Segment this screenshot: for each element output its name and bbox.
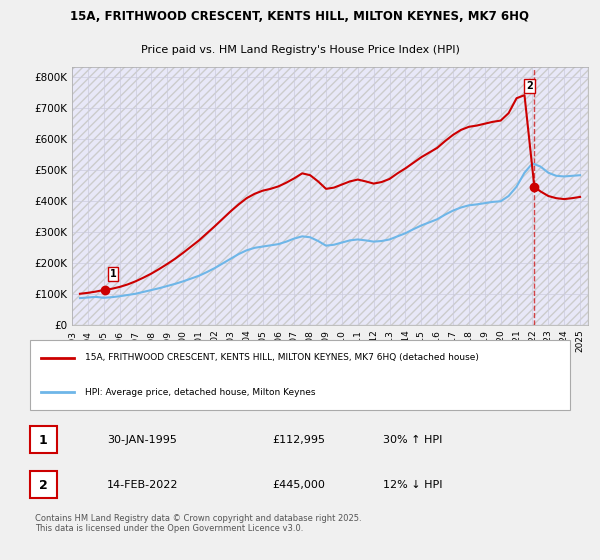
Text: Contains HM Land Registry data © Crown copyright and database right 2025.
This d: Contains HM Land Registry data © Crown c… [35, 514, 362, 534]
Text: £445,000: £445,000 [272, 480, 325, 490]
Text: 14-FEB-2022: 14-FEB-2022 [107, 480, 178, 490]
Text: 30-JAN-1995: 30-JAN-1995 [107, 435, 176, 445]
FancyBboxPatch shape [29, 426, 57, 453]
Text: 15A, FRITHWOOD CRESCENT, KENTS HILL, MILTON KEYNES, MK7 6HQ: 15A, FRITHWOOD CRESCENT, KENTS HILL, MIL… [71, 10, 530, 24]
FancyBboxPatch shape [29, 340, 571, 410]
Text: £112,995: £112,995 [272, 435, 325, 445]
Text: 2: 2 [526, 81, 533, 91]
Text: 12% ↓ HPI: 12% ↓ HPI [383, 480, 442, 490]
Text: 2: 2 [39, 479, 47, 492]
Text: 1: 1 [110, 269, 116, 279]
Text: HPI: Average price, detached house, Milton Keynes: HPI: Average price, detached house, Milt… [85, 388, 315, 397]
Text: 1: 1 [39, 434, 47, 447]
FancyBboxPatch shape [29, 471, 57, 498]
Text: 30% ↑ HPI: 30% ↑ HPI [383, 435, 442, 445]
Text: Price paid vs. HM Land Registry's House Price Index (HPI): Price paid vs. HM Land Registry's House … [140, 45, 460, 55]
Text: 15A, FRITHWOOD CRESCENT, KENTS HILL, MILTON KEYNES, MK7 6HQ (detached house): 15A, FRITHWOOD CRESCENT, KENTS HILL, MIL… [85, 353, 479, 362]
